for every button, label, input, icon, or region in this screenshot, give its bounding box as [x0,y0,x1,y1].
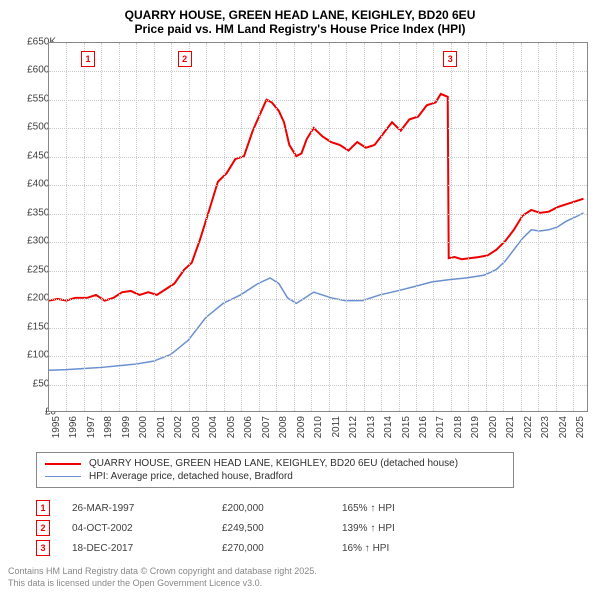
sale-row-1: 1 26-MAR-1997 £200,000 165% ↑ HPI [36,498,600,518]
sale-row-3: 3 18-DEC-2017 £270,000 16% ↑ HPI [36,538,600,558]
x-tick-label: 2002 [173,416,184,444]
title-block: QUARRY HOUSE, GREEN HEAD LANE, KEIGHLEY,… [0,0,600,36]
x-tick-label: 1995 [51,416,62,444]
sale-date-1: 26-MAR-1997 [72,503,222,514]
x-tick-label: 2018 [453,416,464,444]
x-tick-label: 1996 [68,416,79,444]
sale-price-1: £200,000 [222,503,342,514]
x-tick-label: 2009 [296,416,307,444]
chart-marker-2: 2 [178,51,192,67]
x-tick-label: 2008 [278,416,289,444]
legend-item-price-paid: QUARRY HOUSE, GREEN HEAD LANE, KEIGHLEY,… [45,457,505,470]
x-tick-label: 2024 [558,416,569,444]
sale-hpi-3: 16% ↑ HPI [342,543,492,554]
x-tick-label: 2019 [470,416,481,444]
legend-item-hpi: HPI: Average price, detached house, Brad… [45,470,505,483]
sale-hpi-1: 165% ↑ HPI [342,503,492,514]
chart-marker-3: 3 [443,51,457,67]
x-tick-label: 2011 [331,416,342,444]
x-tick-label: 2015 [401,416,412,444]
x-tick-label: 1997 [86,416,97,444]
sale-table: 1 26-MAR-1997 £200,000 165% ↑ HPI 2 04-O… [36,498,600,558]
sale-date-2: 04-OCT-2002 [72,523,222,534]
sale-marker-1: 1 [36,500,50,516]
footer: Contains HM Land Registry data © Crown c… [8,566,600,595]
x-tick-label: 2004 [208,416,219,444]
x-tick-label: 2017 [435,416,446,444]
sale-hpi-2: 139% ↑ HPI [342,523,492,534]
x-tick-label: 2014 [383,416,394,444]
x-tick-label: 2023 [540,416,551,444]
x-tick-label: 2012 [348,416,359,444]
x-tick-label: 2007 [261,416,272,444]
x-tick-label: 1998 [103,416,114,444]
x-tick-label: 2005 [226,416,237,444]
sale-price-3: £270,000 [222,543,342,554]
x-tick-label: 2022 [523,416,534,444]
sale-date-3: 18-DEC-2017 [72,543,222,554]
x-tick-label: 2000 [138,416,149,444]
chart-plot-area: 1 2 3 [48,42,588,412]
sale-marker-2: 2 [36,520,50,536]
chart-container: QUARRY HOUSE, GREEN HEAD LANE, KEIGHLEY,… [0,0,600,595]
x-tick-label: 1999 [121,416,132,444]
x-tick-label: 2006 [243,416,254,444]
chart-marker-1: 1 [81,51,95,67]
sale-row-2: 2 04-OCT-2002 £249,500 139% ↑ HPI [36,518,600,538]
legend: QUARRY HOUSE, GREEN HEAD LANE, KEIGHLEY,… [36,452,514,488]
sale-marker-3: 3 [36,540,50,556]
sale-price-2: £249,500 [222,523,342,534]
title-line-1: QUARRY HOUSE, GREEN HEAD LANE, KEIGHLEY,… [0,8,600,22]
x-tick-label: 2025 [575,416,586,444]
x-tick-label: 2003 [191,416,202,444]
x-tick-label: 2021 [505,416,516,444]
legend-swatch-hpi [45,476,81,477]
x-tick-label: 2013 [366,416,377,444]
legend-label-hpi: HPI: Average price, detached house, Brad… [89,471,293,482]
x-tick-label: 2020 [488,416,499,444]
title-line-2: Price paid vs. HM Land Registry's House … [0,22,600,36]
x-tick-label: 2016 [418,416,429,444]
x-tick-label: 2010 [313,416,324,444]
footer-line-1: Contains HM Land Registry data © Crown c… [8,566,600,578]
legend-label-price-paid: QUARRY HOUSE, GREEN HEAD LANE, KEIGHLEY,… [89,458,458,469]
legend-swatch-price-paid [45,463,81,465]
footer-line-2: This data is licensed under the Open Gov… [8,578,600,590]
x-tick-label: 2001 [156,416,167,444]
